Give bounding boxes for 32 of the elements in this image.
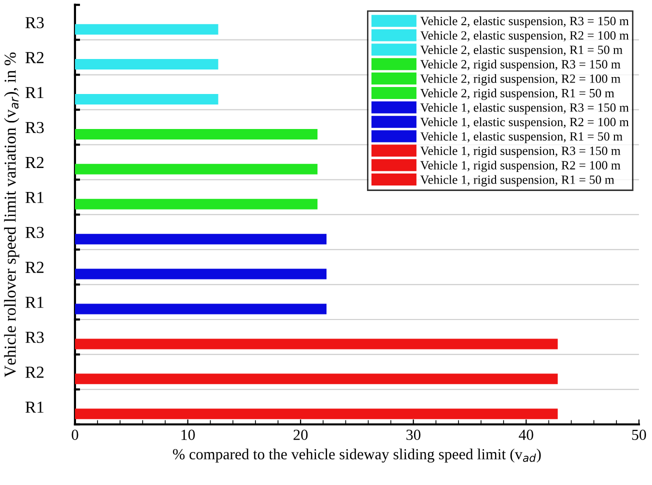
legend-label: Vehicle 2, rigid suspension, R1 = 50 m (420, 88, 614, 100)
y-tick-label: R3 (25, 122, 44, 134)
y-tick-label: R3 (25, 17, 44, 28)
y-tick-label: R2 (25, 366, 44, 378)
y-tick-label: R1 (25, 296, 44, 308)
y-axis-title: Vehicle rollover speed limit variation (v$_{ar}$), in % (4, 52, 20, 378)
y-tick-label: R2 (25, 52, 44, 64)
legend-label: Vehicle 2, elastic suspension, R2 = 100 m (420, 30, 629, 42)
x-tick-label: 20 (294, 430, 308, 440)
y-tick-label: R2 (25, 262, 44, 273)
y-tick-label: R1 (25, 87, 44, 98)
x-tick-label: 0 (72, 430, 78, 440)
y-tick-label: R3 (25, 226, 44, 238)
x-tick-label: 50 (632, 430, 646, 440)
x-tick-label: 40 (518, 430, 534, 440)
legend-label: Vehicle 1, rigid suspension, R1 = 50 m (420, 175, 614, 187)
legend-label: Vehicle 1, elastic suspension, R1 = 50 m (420, 132, 623, 144)
x-tick-label: 30 (406, 430, 420, 440)
y-tick-label: R1 (25, 402, 44, 413)
y-tick-label: R1 (25, 192, 44, 203)
x-axis-title: % compared to the vehicle sideway sliding speed limit (v$_{ad}$) (172, 448, 541, 463)
y-tick-label: R2 (25, 156, 44, 168)
x-tick-label: 10 (181, 430, 195, 440)
legend-label: Vehicle 2, rigid suspension, R2 = 100 m (420, 74, 620, 86)
legend-label: Vehicle 1, elastic suspension, R2 = 100 m (420, 117, 629, 129)
legend-label: Vehicle 1, elastic suspension, R3 = 150 m (420, 103, 629, 114)
legend-label: Vehicle 1, rigid suspension, R2 = 100 m (420, 160, 620, 172)
legend-label: Vehicle 1, rigid suspension, R3 = 150 m (420, 146, 620, 158)
legend-label: Vehicle 2, rigid suspension, R3 = 150 m (420, 60, 620, 72)
y-tick-label: R3 (25, 332, 44, 343)
legend-label: Vehicle 2, elastic suspension, R1 = 50 m (420, 45, 623, 57)
legend-label: Vehicle 2, elastic suspension, R3 = 150 m (420, 16, 629, 28)
